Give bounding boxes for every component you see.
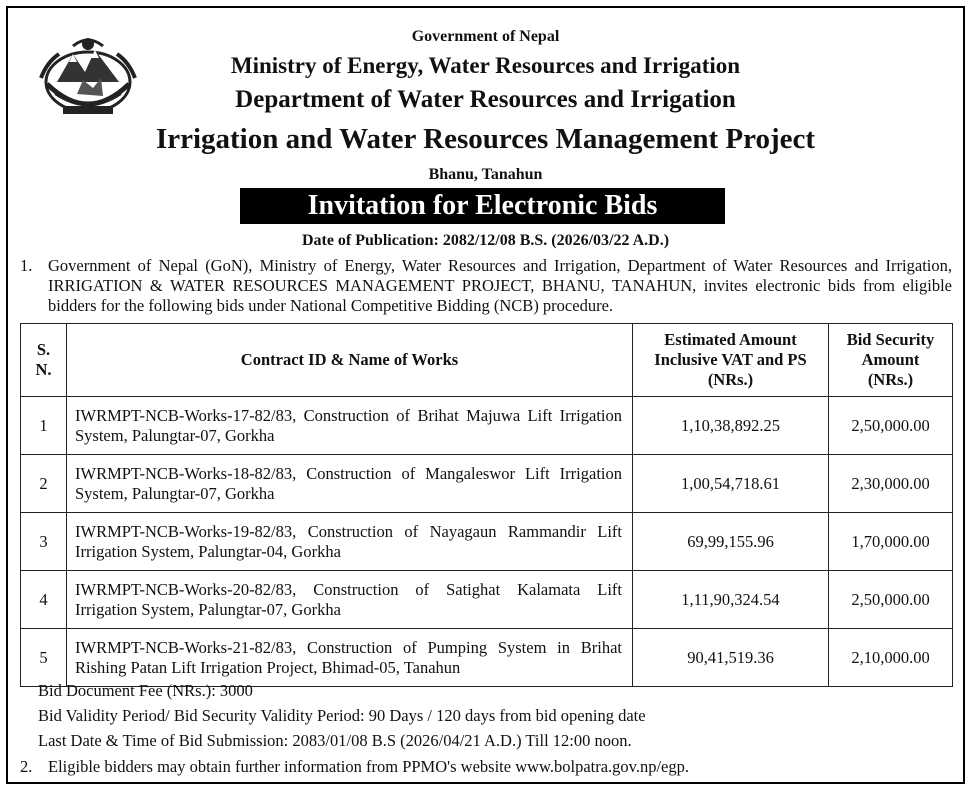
intro-paragraph: 1. Government of Nepal (GoN), Ministry o… xyxy=(20,256,952,316)
row-work: IWRMPT-NCB-Works-20-82/83, Construction … xyxy=(66,570,633,629)
row-security: 2,30,000.00 xyxy=(828,454,953,513)
table-row: 4 IWRMPT-NCB-Works-20-82/83, Constructio… xyxy=(20,570,953,629)
department-heading: Department of Water Resources and Irriga… xyxy=(235,86,736,113)
bid-validity-period: Bid Validity Period/ Bid Security Validi… xyxy=(38,706,646,725)
row-work: IWRMPT-NCB-Works-18-82/83, Construction … xyxy=(66,454,633,513)
row-estimate: 1,11,90,324.54 xyxy=(632,570,829,629)
notice-page: Government of Nepal Ministry of Energy, … xyxy=(6,6,965,784)
ministry-heading: Ministry of Energy, Water Resources and … xyxy=(230,53,741,78)
row-sn: 2 xyxy=(20,454,67,513)
notice-title-banner: Invitation for Electronic Bids xyxy=(240,188,725,224)
security-header: Bid Security Amount (NRs.) xyxy=(828,323,953,397)
estimate-header: Estimated Amount Inclusive VAT and PS (N… xyxy=(632,323,829,397)
table-row: 2 IWRMPT-NCB-Works-18-82/83, Constructio… xyxy=(20,454,953,513)
table-row: 3 IWRMPT-NCB-Works-19-82/83, Constructio… xyxy=(20,512,953,571)
government-heading: Government of Nepal xyxy=(411,28,560,45)
row-work: IWRMPT-NCB-Works-17-82/83, Construction … xyxy=(66,396,633,455)
nepal-government-emblem-icon xyxy=(33,32,143,120)
row-security: 2,50,000.00 xyxy=(828,396,953,455)
table-header-row: S. N. Contract ID & Name of Works Estima… xyxy=(20,323,953,397)
row-sn: 3 xyxy=(20,512,67,571)
location-heading: Bhanu, Tanahun xyxy=(428,166,543,183)
footer-note: 2. Eligible bidders may obtain further in… xyxy=(20,757,689,777)
bids-table: S. N. Contract ID & Name of Works Estima… xyxy=(20,323,953,687)
row-sn: 1 xyxy=(20,396,67,455)
row-work: IWRMPT-NCB-Works-19-82/83, Construction … xyxy=(66,512,633,571)
publication-date: Date of Publication: 2082/12/08 B.S. (20… xyxy=(301,232,670,249)
intro-text: Government of Nepal (GoN), Ministry of E… xyxy=(48,256,952,315)
work-header: Contract ID & Name of Works xyxy=(66,323,633,397)
intro-number: 1. xyxy=(20,256,33,275)
footer-number: 2. xyxy=(20,757,33,776)
row-security: 2,50,000.00 xyxy=(828,570,953,629)
table-row: 1 IWRMPT-NCB-Works-17-82/83, Constructio… xyxy=(20,396,953,455)
row-sn: 5 xyxy=(20,628,67,687)
table-row: 5 IWRMPT-NCB-Works-21-82/83, Constructio… xyxy=(20,628,953,687)
bid-submission-deadline: Last Date & Time of Bid Submission: 2083… xyxy=(38,731,632,750)
project-heading: Irrigation and Water Resources Managemen… xyxy=(155,123,816,155)
footer-text: Eligible bidders may obtain further info… xyxy=(48,757,690,776)
row-sn: 4 xyxy=(20,570,67,629)
row-estimate: 1,00,54,718.61 xyxy=(632,454,829,513)
bid-document-fee: Bid Document Fee (NRs.): 3000 xyxy=(38,681,253,700)
row-estimate: 1,10,38,892.25 xyxy=(632,396,829,455)
row-estimate: 69,99,155.96 xyxy=(632,512,829,571)
row-work: IWRMPT-NCB-Works-21-82/83, Construction … xyxy=(66,628,633,687)
sn-header: S. N. xyxy=(20,323,67,397)
row-estimate: 90,41,519.36 xyxy=(632,628,829,687)
row-security: 1,70,000.00 xyxy=(828,512,953,571)
row-security: 2,10,000.00 xyxy=(828,628,953,687)
